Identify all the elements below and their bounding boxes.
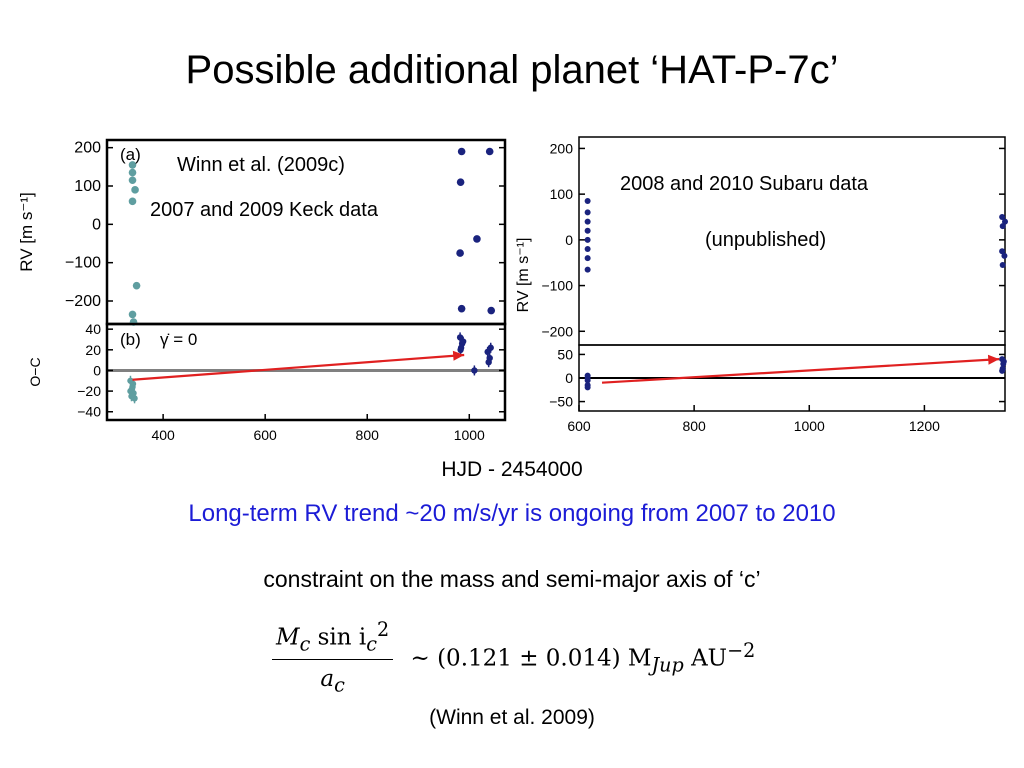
right-bottom-xtick-label: 1000 — [794, 418, 825, 434]
right-top-point — [584, 218, 591, 225]
left-top-point — [128, 168, 137, 177]
left-top-ytick-label: −100 — [65, 255, 101, 272]
left-bottom-ytick-label: −40 — [77, 404, 101, 420]
right-rv-ylabel: RV [m s⁻¹] — [515, 238, 532, 313]
right-top-ytick-label: 100 — [550, 186, 574, 202]
left-top-point — [485, 147, 494, 156]
right-top-point — [1002, 218, 1008, 225]
shared-x-axis-label: HJD - 2454000 — [441, 458, 583, 481]
left-trend-arrow-head — [452, 350, 465, 361]
trend-statement: Long-term RV trend ~20 m/s/yr is ongoing… — [188, 500, 836, 527]
right-top-point — [584, 236, 591, 243]
right-top-ytick-label: −200 — [541, 323, 573, 339]
right-top-ytick-label: −100 — [541, 278, 573, 294]
formula-fraction: Mc sin ic2 ac — [272, 618, 394, 697]
left-bottom-xtick-label: 800 — [356, 427, 380, 443]
right-bottom-xtick-label: 600 — [567, 418, 591, 434]
left-bottom-xtick-label: 400 — [151, 427, 175, 443]
left-top-point — [487, 306, 496, 315]
left-bottom-point — [487, 344, 494, 351]
right-bottom-point — [584, 384, 591, 391]
right-annotation-line-1: 2008 and 2010 Subaru data — [620, 173, 868, 195]
right-top-point — [584, 198, 591, 204]
right-top-point — [999, 248, 1006, 255]
right-top-point — [584, 209, 591, 216]
left-annotation-line-1: Winn et al. (2009c) — [177, 154, 345, 176]
right-bottom-ytick-label: −50 — [549, 394, 573, 410]
right-trend-arrow-head — [987, 354, 1000, 365]
left-bottom-xtick-label: 1000 — [454, 427, 485, 443]
right-bottom-ytick-label: 50 — [557, 346, 573, 362]
left-top-point — [128, 310, 137, 319]
left-top-point — [457, 147, 466, 156]
right-trend-arrow — [601, 358, 1000, 384]
right-top-point — [999, 223, 1006, 230]
constraint-statement: constraint on the mass and semi-major ax… — [263, 566, 761, 592]
left-bottom-point — [485, 358, 492, 366]
left-bottom-frame — [105, 322, 507, 422]
left-top-ytick-label: −200 — [65, 293, 101, 310]
left-top-point — [128, 197, 137, 206]
formula-rhs: ~ (0.121 ± 0.014) MJup AU−2 — [410, 638, 756, 677]
left-rv-ylabel: RV [m s⁻¹] — [17, 192, 36, 272]
left-top-point — [132, 281, 141, 290]
panel-tag-a: (a) — [120, 145, 141, 164]
formula-denominator: ac — [320, 666, 345, 697]
left-bottom-ytick-label: 40 — [85, 321, 101, 337]
left-top-point — [131, 186, 139, 194]
left-bottom-xtick-label: 600 — [253, 427, 277, 443]
right-top-point — [584, 266, 591, 273]
left-top-point — [457, 304, 466, 313]
left-annotation-line-2: 2007 and 2009 Keck data — [150, 199, 378, 221]
right-top-ytick-label: 200 — [550, 140, 574, 156]
left-top-ytick-label: 0 — [92, 216, 101, 233]
right-top-point — [999, 262, 1006, 268]
left-bottom-point — [471, 367, 478, 374]
right-bottom-ytick-label: 0 — [565, 370, 573, 386]
left-bottom-point — [128, 385, 136, 393]
right-bottom-xtick-label: 800 — [682, 418, 706, 434]
right-bottom-point — [584, 375, 591, 381]
right-top-point — [584, 255, 591, 262]
mass-constraint-formula: Mc sin ic2 ac ~ (0.121 ± 0.014) MJup AU−… — [272, 618, 755, 697]
panel-tag-b: (b) — [120, 330, 141, 349]
left-oc-ylabel: O−C — [27, 357, 43, 386]
left-trend-arrow — [132, 353, 465, 381]
left-bottom-ytick-label: 20 — [85, 342, 101, 358]
left-bottom-ytick-label: 0 — [93, 362, 101, 378]
left-top-point — [473, 235, 481, 243]
right-annotation-line-2: (unpublished) — [705, 229, 827, 251]
right-top-ytick-label: 0 — [565, 232, 573, 248]
left-bottom-point — [457, 346, 464, 354]
left-top-point — [128, 176, 137, 185]
right-bottom-xtick-label: 1200 — [909, 418, 940, 434]
right-top-point — [1001, 252, 1008, 259]
left-top-point — [456, 249, 464, 257]
left-bottom-point — [459, 338, 467, 345]
left-bottom-ytick-label: −20 — [77, 383, 101, 399]
right-top-point — [584, 246, 591, 252]
formula-numerator: Mc sin ic2 — [272, 618, 394, 661]
left-top-point — [128, 161, 137, 169]
citation: (Winn et al. 2009) — [429, 706, 595, 729]
right-bottom-point — [1000, 358, 1007, 365]
right-top-point — [999, 214, 1006, 220]
left-bottom-point — [128, 393, 135, 400]
right-top-point — [584, 227, 591, 234]
left-top-ytick-label: 200 — [74, 140, 101, 157]
left-top-point — [456, 178, 465, 186]
panel-note-gamma: γ̇ = 0 — [160, 330, 197, 349]
left-top-ytick-label: 100 — [74, 178, 101, 195]
right-bottom-point — [999, 367, 1006, 374]
slide-title: Possible additional planet ‘HAT-P-7c’ — [185, 48, 839, 92]
